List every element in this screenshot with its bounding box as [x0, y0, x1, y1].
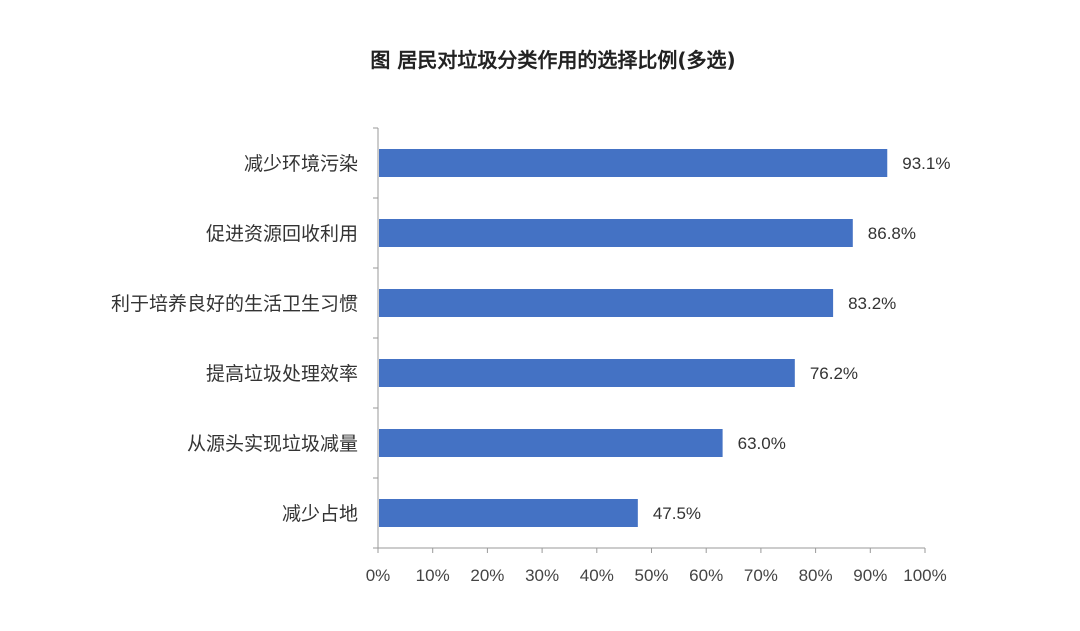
x-tick-label: 70%: [744, 566, 778, 585]
x-tick-label: 0%: [366, 566, 391, 585]
category-label: 从源头实现垃圾减量: [187, 433, 358, 455]
data-label: 93.1%: [902, 154, 950, 173]
category-label: 利于培养良好的生活卫生习惯: [111, 293, 358, 315]
category-label: 促进资源回收利用: [206, 223, 358, 245]
x-tick-label: 90%: [853, 566, 887, 585]
bar: [379, 429, 723, 457]
category-label: 减少环境污染: [244, 153, 358, 175]
chart-title: 图 居民对垃圾分类作用的选择比例(多选): [370, 48, 735, 72]
data-label: 83.2%: [848, 294, 896, 313]
bar: [379, 149, 888, 177]
data-label: 76.2%: [810, 364, 858, 383]
x-tick-label: 60%: [689, 566, 723, 585]
data-label: 47.5%: [653, 504, 701, 523]
x-tick-label: 40%: [580, 566, 614, 585]
data-label: 86.8%: [868, 224, 916, 243]
data-label: 63.0%: [738, 434, 786, 453]
x-tick-label: 30%: [525, 566, 559, 585]
plot-area: 0% 10% 20% 30% 40% 50% 60% 70% 80% 90% 100% 减少环境污染 9…: [111, 127, 950, 585]
x-tick-label: 10%: [416, 566, 450, 585]
x-tick-label: 80%: [799, 566, 833, 585]
bar: [379, 499, 638, 527]
x-tick-label: 100%: [903, 566, 946, 585]
category-label: 提高垃圾处理效率: [206, 363, 358, 385]
x-tick-label: 20%: [470, 566, 504, 585]
bar: [379, 359, 795, 387]
category-label: 减少占地: [282, 503, 358, 525]
bar: [379, 219, 853, 247]
bar: [379, 289, 834, 317]
x-tick-label: 50%: [634, 566, 668, 585]
